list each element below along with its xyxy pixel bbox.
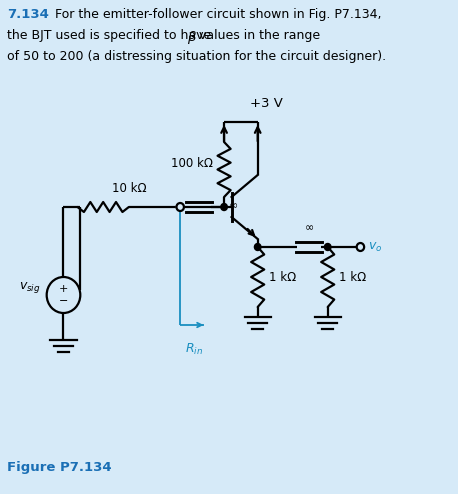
Text: Figure P7.134: Figure P7.134: [7, 461, 112, 474]
Text: +3 V: +3 V: [250, 97, 283, 110]
Text: 1 kΩ: 1 kΩ: [339, 271, 366, 284]
Text: 10 kΩ: 10 kΩ: [112, 182, 146, 195]
Text: ∞: ∞: [229, 201, 238, 211]
Text: $\it{v}_{sig}$: $\it{v}_{sig}$: [20, 280, 41, 294]
Text: +: +: [59, 284, 68, 294]
Text: 100 kΩ: 100 kΩ: [171, 157, 213, 169]
Text: values in the range: values in the range: [195, 29, 320, 42]
Text: $R_{in}$: $R_{in}$: [185, 342, 203, 357]
Text: $\beta$: $\beta$: [187, 29, 197, 46]
Text: of 50 to 200 (a distressing situation for the circuit designer).: of 50 to 200 (a distressing situation fo…: [7, 50, 387, 63]
Text: 7.134: 7.134: [7, 8, 49, 21]
Circle shape: [221, 204, 227, 210]
Text: For the emitter-follower circuit shown in Fig. P7.134,: For the emitter-follower circuit shown i…: [47, 8, 381, 21]
Text: $\it{v}_o$: $\it{v}_o$: [368, 241, 382, 253]
Text: 1 kΩ: 1 kΩ: [269, 271, 296, 284]
Circle shape: [324, 244, 331, 250]
Circle shape: [255, 244, 261, 250]
Text: ∞: ∞: [305, 223, 314, 233]
Text: −: −: [59, 296, 68, 306]
Circle shape: [176, 203, 184, 211]
Circle shape: [357, 243, 364, 251]
Text: the BJT used is specified to have: the BJT used is specified to have: [7, 29, 212, 42]
